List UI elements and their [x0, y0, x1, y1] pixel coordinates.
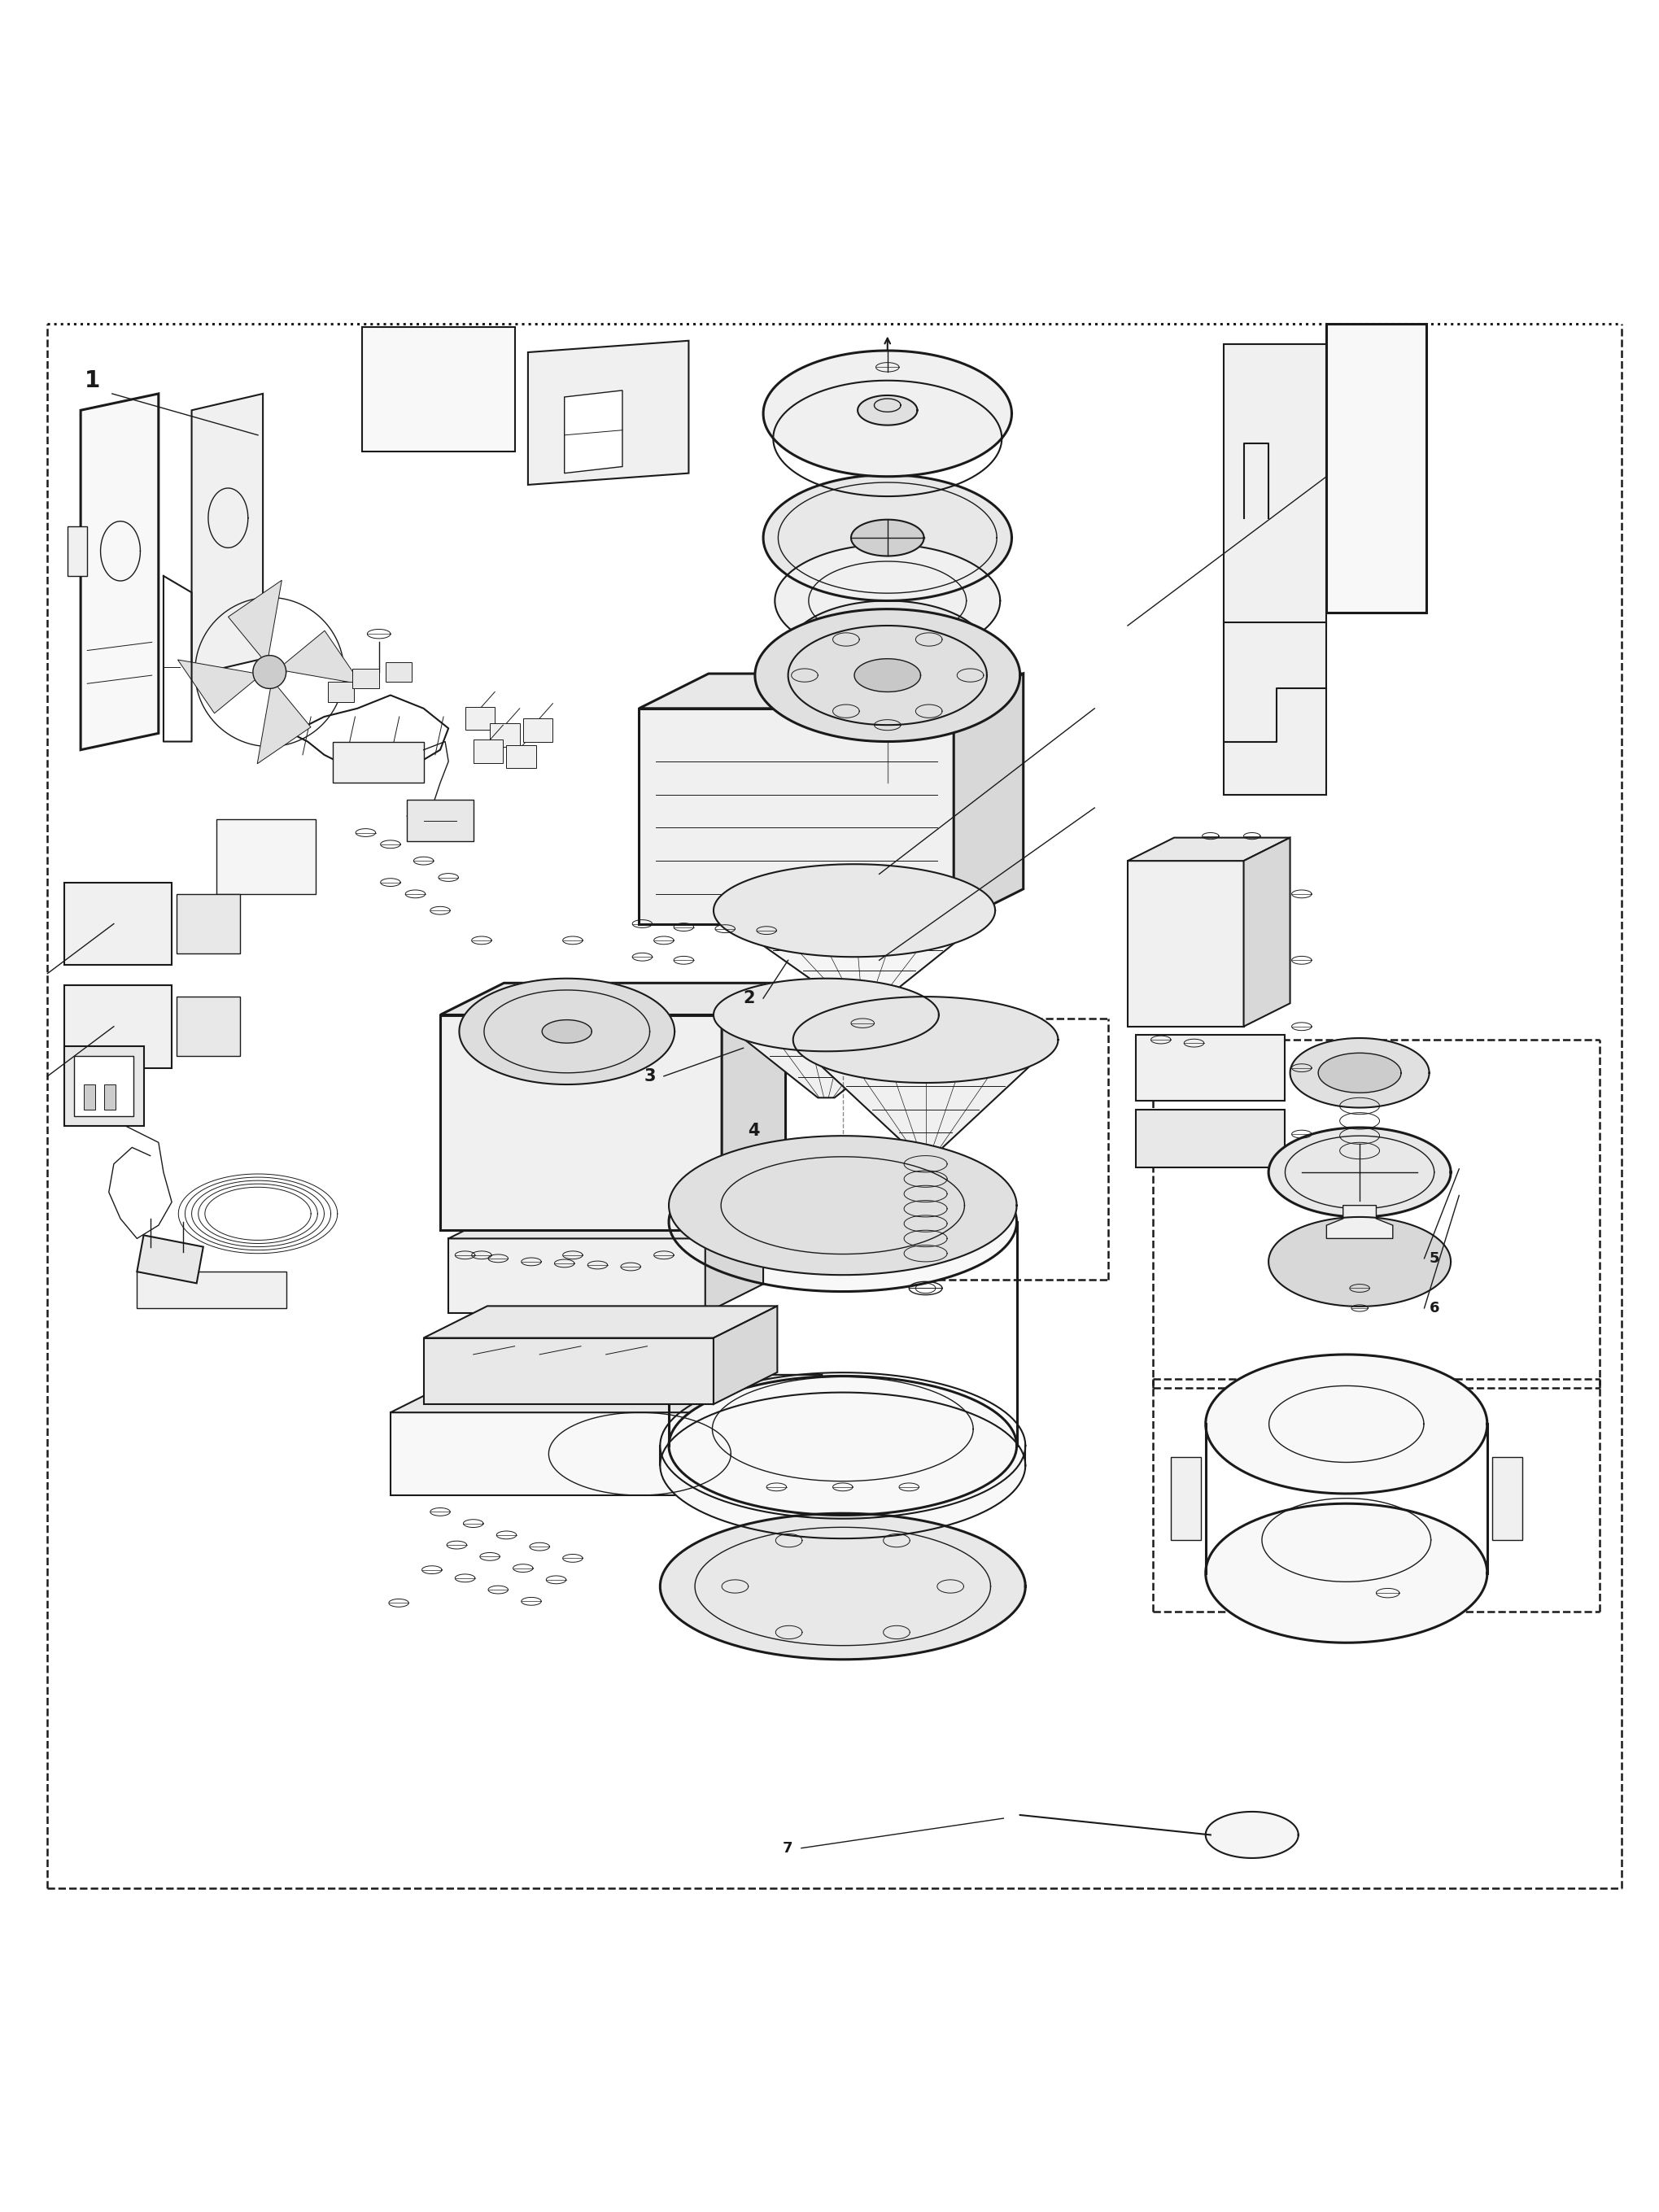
Polygon shape	[713, 1305, 778, 1405]
Bar	[217, 818, 315, 894]
Polygon shape	[1224, 622, 1327, 794]
Bar	[406, 799, 473, 841]
Text: 2: 2	[743, 991, 755, 1006]
Text: 7: 7	[783, 1840, 793, 1856]
Polygon shape	[1224, 345, 1327, 626]
Polygon shape	[705, 1210, 763, 1314]
Polygon shape	[1269, 1128, 1450, 1217]
Polygon shape	[252, 655, 285, 688]
Polygon shape	[542, 1020, 592, 1044]
Bar	[65, 883, 173, 964]
Polygon shape	[229, 580, 282, 664]
Polygon shape	[1244, 838, 1291, 1026]
Polygon shape	[775, 544, 1000, 657]
Polygon shape	[1319, 1053, 1402, 1093]
Polygon shape	[1206, 1812, 1299, 1858]
Polygon shape	[1206, 1504, 1486, 1644]
Bar	[506, 745, 536, 768]
Polygon shape	[390, 1413, 747, 1495]
Polygon shape	[440, 982, 786, 1015]
Bar	[85, 1084, 96, 1108]
Bar	[385, 661, 411, 681]
Polygon shape	[713, 865, 995, 958]
Polygon shape	[669, 1135, 1017, 1274]
Polygon shape	[722, 982, 786, 1230]
Bar	[523, 719, 552, 741]
Text: 1: 1	[85, 369, 100, 392]
Text: 5: 5	[1430, 1252, 1440, 1265]
Polygon shape	[763, 476, 1012, 602]
Polygon shape	[178, 659, 262, 712]
Bar	[352, 668, 378, 688]
Polygon shape	[1327, 325, 1427, 613]
Polygon shape	[564, 389, 622, 473]
Bar	[75, 1057, 134, 1115]
Polygon shape	[858, 396, 917, 425]
Polygon shape	[423, 1305, 778, 1338]
Bar	[1136, 1035, 1286, 1102]
Polygon shape	[448, 1210, 763, 1239]
Polygon shape	[639, 675, 1024, 708]
Polygon shape	[138, 1234, 204, 1283]
Polygon shape	[713, 911, 995, 1011]
Polygon shape	[1327, 1206, 1394, 1239]
Polygon shape	[1128, 838, 1291, 860]
Polygon shape	[448, 1239, 705, 1314]
Polygon shape	[639, 708, 954, 925]
Polygon shape	[713, 978, 939, 1051]
Polygon shape	[423, 1338, 713, 1405]
Polygon shape	[763, 352, 1012, 476]
Polygon shape	[192, 394, 262, 675]
Polygon shape	[793, 998, 1058, 1084]
Bar	[489, 723, 519, 745]
Polygon shape	[440, 1015, 722, 1230]
Bar	[1171, 1458, 1201, 1540]
Polygon shape	[954, 675, 1024, 925]
Bar	[1136, 1108, 1286, 1168]
Polygon shape	[362, 327, 514, 451]
Bar	[332, 741, 423, 783]
Bar	[65, 1046, 144, 1126]
Polygon shape	[713, 1015, 939, 1097]
Polygon shape	[81, 394, 159, 750]
Polygon shape	[755, 608, 1020, 741]
Bar	[1491, 1458, 1521, 1540]
Bar	[65, 984, 173, 1068]
Bar	[465, 708, 494, 730]
Bar	[473, 739, 503, 763]
Bar	[105, 1084, 116, 1108]
Polygon shape	[793, 1040, 1058, 1155]
Polygon shape	[854, 659, 921, 692]
Text: 3: 3	[644, 1068, 655, 1084]
Polygon shape	[460, 978, 675, 1084]
Polygon shape	[1269, 1217, 1450, 1307]
Bar	[327, 681, 353, 701]
Text: 6: 6	[1430, 1301, 1440, 1316]
Polygon shape	[660, 1391, 1025, 1540]
Polygon shape	[277, 630, 362, 684]
Polygon shape	[390, 1376, 823, 1413]
Polygon shape	[528, 341, 688, 484]
Bar	[178, 998, 239, 1057]
Polygon shape	[788, 602, 987, 701]
Bar	[68, 526, 88, 575]
Polygon shape	[851, 520, 924, 555]
Polygon shape	[747, 1376, 823, 1495]
Polygon shape	[1128, 860, 1244, 1026]
Bar	[138, 1272, 285, 1307]
Polygon shape	[1291, 1037, 1430, 1108]
Polygon shape	[257, 679, 310, 763]
Polygon shape	[1206, 1354, 1486, 1493]
Text: 4: 4	[748, 1124, 760, 1139]
Polygon shape	[669, 1152, 1017, 1292]
Polygon shape	[660, 1513, 1025, 1659]
Bar	[178, 894, 239, 953]
Polygon shape	[669, 1376, 1017, 1515]
